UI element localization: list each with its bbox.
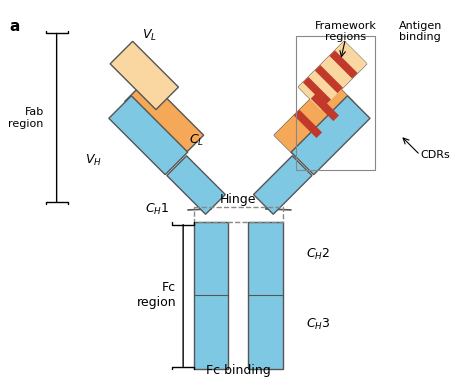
Text: Fc
region: Fc region — [137, 281, 176, 309]
FancyBboxPatch shape — [248, 222, 283, 369]
Text: $C_L$: $C_L$ — [189, 133, 204, 148]
Text: $C_H2$: $C_H2$ — [306, 247, 330, 262]
Text: $C_H3$: $C_H3$ — [306, 317, 330, 332]
Polygon shape — [303, 77, 331, 105]
Text: $V_H$: $V_H$ — [84, 152, 101, 168]
Text: Hinge: Hinge — [219, 194, 256, 206]
Polygon shape — [125, 79, 204, 158]
Text: $V_L$: $V_L$ — [142, 28, 157, 43]
Polygon shape — [274, 79, 353, 158]
Polygon shape — [329, 50, 357, 79]
FancyBboxPatch shape — [193, 222, 228, 369]
Text: a: a — [10, 19, 20, 33]
Polygon shape — [311, 93, 339, 121]
Text: Framework
regions: Framework regions — [315, 21, 376, 42]
Polygon shape — [254, 156, 312, 214]
Polygon shape — [291, 96, 370, 175]
Polygon shape — [299, 41, 367, 110]
Text: $C_H1$: $C_H1$ — [145, 203, 169, 218]
Polygon shape — [299, 41, 367, 110]
Polygon shape — [299, 41, 367, 110]
Text: Fc binding: Fc binding — [206, 364, 270, 377]
Text: Antigen
binding: Antigen binding — [399, 21, 442, 42]
Polygon shape — [315, 65, 343, 93]
Polygon shape — [274, 79, 353, 158]
Text: Fab
region: Fab region — [9, 107, 44, 129]
Polygon shape — [109, 96, 188, 175]
Polygon shape — [294, 110, 322, 138]
Polygon shape — [274, 79, 353, 158]
Polygon shape — [110, 41, 178, 110]
Polygon shape — [299, 41, 367, 110]
Polygon shape — [167, 156, 225, 214]
Text: CDRs: CDRs — [420, 150, 450, 160]
